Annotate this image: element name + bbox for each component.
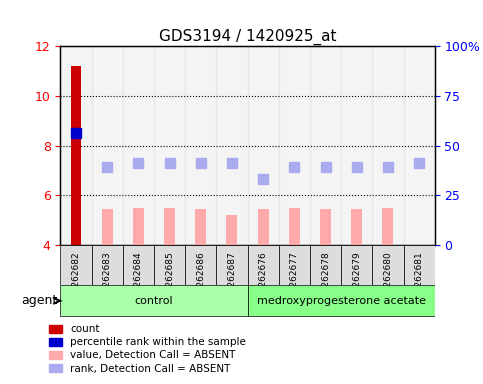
Bar: [71, 66, 82, 245]
Text: GSM262679: GSM262679: [352, 251, 361, 306]
FancyBboxPatch shape: [60, 285, 247, 316]
FancyBboxPatch shape: [60, 245, 92, 285]
Text: GSM262682: GSM262682: [71, 251, 81, 306]
Text: agent: agent: [21, 294, 57, 307]
Bar: [257, 209, 269, 245]
FancyBboxPatch shape: [185, 245, 216, 285]
Text: GSM262687: GSM262687: [227, 251, 237, 306]
Bar: [102, 209, 113, 245]
Title: GDS3194 / 1420925_at: GDS3194 / 1420925_at: [159, 28, 336, 45]
Text: control: control: [135, 296, 173, 306]
Text: GSM262684: GSM262684: [134, 251, 143, 306]
FancyBboxPatch shape: [341, 245, 372, 285]
Bar: [372, 46, 403, 245]
Bar: [164, 208, 175, 245]
Bar: [403, 46, 435, 245]
FancyBboxPatch shape: [123, 245, 154, 285]
FancyBboxPatch shape: [279, 245, 310, 285]
Bar: [185, 46, 216, 245]
Bar: [195, 209, 206, 245]
Bar: [341, 46, 372, 245]
Text: GSM262681: GSM262681: [414, 251, 424, 306]
Bar: [310, 46, 341, 245]
FancyBboxPatch shape: [247, 285, 435, 316]
Bar: [383, 208, 393, 245]
Legend: count, percentile rank within the sample, value, Detection Call = ABSENT, rank, : count, percentile rank within the sample…: [44, 319, 251, 379]
FancyBboxPatch shape: [403, 245, 435, 285]
Bar: [216, 46, 248, 245]
Bar: [60, 46, 92, 245]
Text: GSM262676: GSM262676: [258, 251, 268, 306]
Bar: [154, 46, 185, 245]
Text: GSM262686: GSM262686: [196, 251, 205, 306]
FancyBboxPatch shape: [372, 245, 403, 285]
Bar: [247, 46, 279, 245]
Text: medroxyprogesterone acetate: medroxyprogesterone acetate: [256, 296, 426, 306]
Bar: [351, 209, 362, 245]
Text: GSM262680: GSM262680: [384, 251, 392, 306]
Bar: [123, 46, 154, 245]
Bar: [92, 46, 123, 245]
FancyBboxPatch shape: [310, 245, 341, 285]
Text: GSM262683: GSM262683: [103, 251, 112, 306]
FancyBboxPatch shape: [154, 245, 185, 285]
FancyBboxPatch shape: [247, 245, 279, 285]
Text: GSM262685: GSM262685: [165, 251, 174, 306]
Bar: [289, 208, 300, 245]
Text: GSM262678: GSM262678: [321, 251, 330, 306]
FancyBboxPatch shape: [216, 245, 247, 285]
Bar: [133, 208, 144, 245]
Text: GSM262677: GSM262677: [290, 251, 299, 306]
Bar: [279, 46, 310, 245]
Bar: [320, 209, 331, 245]
Bar: [227, 215, 238, 245]
FancyBboxPatch shape: [92, 245, 123, 285]
